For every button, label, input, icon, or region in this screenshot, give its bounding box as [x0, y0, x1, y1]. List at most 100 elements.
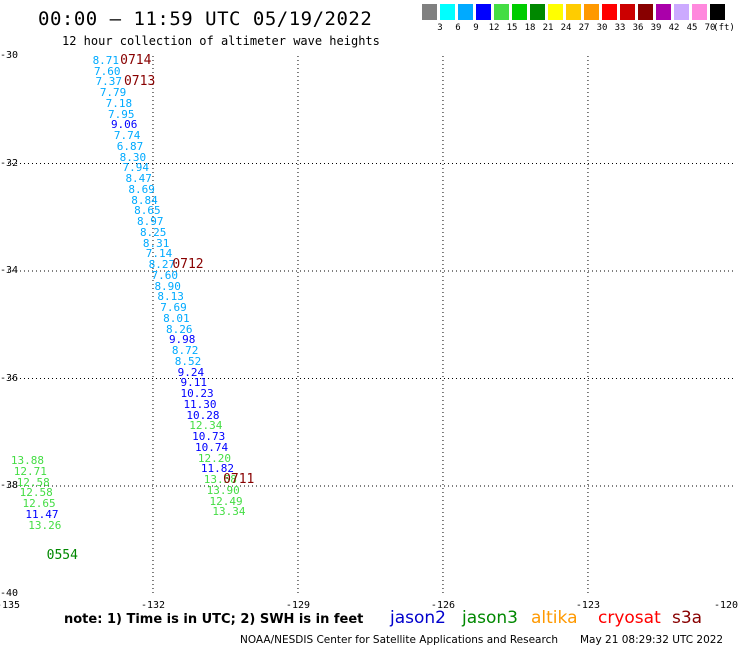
legend-label: 3 — [437, 23, 443, 33]
pass-time-label: 0712 — [172, 257, 204, 272]
wave-height-value: 7.18 — [105, 96, 133, 110]
latitude-label: -34 — [0, 265, 19, 276]
wave-height-value: 7.60 — [94, 64, 121, 78]
wave-height-value: 10.23 — [180, 387, 214, 400]
legend-swatch — [494, 4, 509, 20]
latitude-label: -36 — [0, 372, 19, 384]
legend-swatch — [476, 4, 491, 20]
wave-height-value: 12.71 — [13, 464, 47, 478]
wave-height-value: 13.26 — [28, 518, 62, 532]
longitude-label: -123 — [575, 600, 600, 611]
wave-height-value: 6.87 — [116, 139, 144, 153]
wave-height-value: 8.71 — [92, 53, 120, 67]
wave-height-value: 13.34 — [212, 505, 246, 519]
legend-swatch — [656, 4, 671, 20]
wave-height-value: 8.90 — [154, 279, 181, 293]
legend-swatch — [620, 4, 635, 20]
wave-height-value: 8.27 — [148, 258, 176, 271]
latitude-label: -30 — [0, 50, 19, 61]
legend-swatch — [710, 4, 725, 20]
legend-swatch — [530, 4, 545, 20]
legend-label: 12 — [488, 23, 500, 33]
wave-height-value: 8.47 — [125, 172, 152, 185]
map-title: 00:00 – 11:59 UTC 05/19/2022 — [38, 8, 373, 30]
legend-label: 39 — [650, 23, 662, 33]
longitude-label: -135 — [0, 600, 21, 611]
legend-swatch — [692, 4, 707, 20]
wave-height-value: 11.47 — [25, 507, 59, 521]
pass-time-label: 0714 — [120, 52, 152, 68]
legend-swatch — [566, 4, 581, 20]
longitude-label: -132 — [140, 600, 166, 611]
legend-label: 70 — [704, 23, 716, 33]
wave-height-value: 12.20 — [197, 451, 232, 465]
wave-height-value: 8.25 — [139, 225, 167, 239]
wave-height-value: 11.82 — [200, 462, 234, 476]
longitude-label: -126 — [430, 600, 456, 611]
wave-height-value: 12.34 — [189, 419, 223, 433]
wave-height-value: 9.06 — [110, 118, 138, 132]
pass-time-label: 0711 — [223, 472, 255, 487]
wave-height-value: 8.84 — [131, 193, 158, 207]
wave-height-value: 9.24 — [177, 365, 205, 379]
legend-swatch — [422, 4, 437, 20]
legend-label: 42 — [668, 23, 680, 33]
wave-height-value: 8.72 — [171, 344, 199, 357]
longitude-label: -129 — [285, 600, 311, 611]
wave-height-value: 7.74 — [113, 129, 141, 142]
pass-time-label: 0713 — [123, 74, 156, 90]
legend-swatch — [440, 4, 455, 20]
satellite-name: jason3 — [462, 608, 518, 628]
wave-height-value: 11.30 — [183, 397, 217, 411]
wave-height-value: 9.11 — [180, 376, 208, 390]
legend-label: 18 — [524, 23, 536, 33]
wave-height-value: 12.58 — [19, 486, 53, 500]
wave-height-value: 7.79 — [99, 86, 127, 99]
wave-height-value: 8.97 — [137, 215, 164, 228]
wave-height-value: 12.65 — [22, 497, 56, 511]
wave-height-value: 12.49 — [209, 494, 243, 508]
satellite-name: altika — [531, 608, 578, 628]
wave-height-value: 7.14 — [145, 247, 173, 261]
longitude-label: -120 — [713, 600, 739, 611]
legend-unit: (ft) — [713, 23, 735, 33]
legend-label: 27 — [578, 23, 590, 33]
wave-height-value: 8.01 — [163, 311, 190, 325]
wave-height-value: 13.88 — [10, 454, 45, 468]
wave-height-value: 8.30 — [119, 150, 147, 164]
legend-swatch — [584, 4, 599, 20]
legend-label: 6 — [455, 23, 461, 33]
wave-height-value: 10.73 — [192, 430, 226, 443]
legend-swatch — [602, 4, 617, 20]
wave-height-value: 10.28 — [186, 408, 220, 422]
wave-height-value: 7.94 — [122, 161, 150, 175]
legend-label: 36 — [632, 23, 644, 33]
wave-height-value: 10.74 — [195, 440, 229, 454]
wave-height-value: 13.90 — [206, 483, 240, 497]
legend-label: 24 — [560, 23, 572, 33]
wave-height-value: 8.31 — [142, 236, 170, 250]
map-subtitle: 12 hour collection of altimeter wave hei… — [62, 34, 380, 48]
latitude-label: -38 — [0, 480, 19, 491]
legend-label: 9 — [473, 23, 479, 33]
legend-label: 33 — [614, 23, 626, 33]
satellite-name: cryosat — [598, 608, 661, 628]
legend-swatch — [548, 4, 563, 20]
legend-label: 21 — [542, 23, 554, 33]
wave-height-value: 8.69 — [128, 182, 155, 196]
wave-height-value: 7.95 — [108, 107, 135, 121]
legend-swatch — [638, 4, 653, 20]
satellite-name: s3a — [672, 608, 703, 628]
satellite-name: jason2 — [390, 608, 446, 628]
wave-height-value: 12.58 — [16, 475, 50, 489]
legend-swatch — [458, 4, 473, 20]
wave-height-value: 9.98 — [168, 333, 196, 347]
wave-height-value: 13.58 — [203, 473, 237, 486]
timestamp-text: May 21 08:29:32 UTC 2022 — [580, 634, 724, 646]
credit-text: NOAA/NESDIS Center for Satellite Applica… — [240, 634, 558, 646]
wave-height-value: 7.37 — [95, 75, 122, 89]
wave-height-value: 8.52 — [174, 354, 202, 368]
pass-time-label: 0554 — [46, 548, 78, 564]
wave-height-value: 8.26 — [166, 322, 193, 336]
wave-height-value: 7.69 — [160, 301, 187, 314]
